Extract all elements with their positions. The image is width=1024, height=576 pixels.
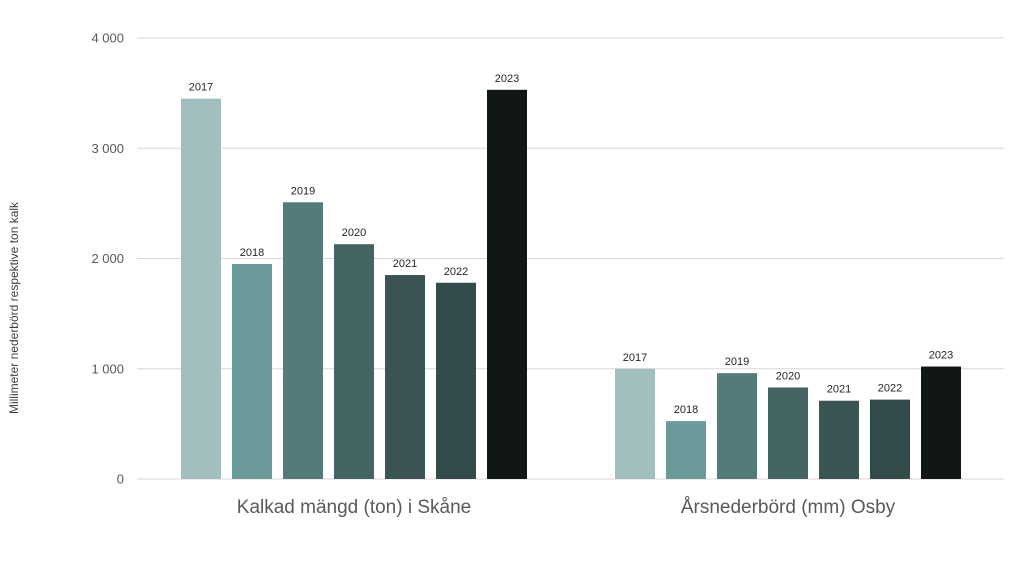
data-label: 2018 [674, 404, 698, 416]
y-tick-label: 0 [117, 472, 124, 487]
y-axis-tick-labels: 0 1 000 2 000 3 000 4 000 [91, 31, 124, 487]
category-label: Kalkad mängd (ton) i Skåne [237, 497, 471, 518]
data-label: 2023 [929, 350, 953, 362]
data-label: 2017 [189, 82, 213, 94]
bar [385, 275, 425, 479]
bar [717, 373, 757, 479]
y-tick-label: 1 000 [91, 361, 124, 376]
category-label: Årsnederbörd (mm) Osby [681, 497, 896, 518]
bar [436, 282, 476, 479]
bar [487, 89, 527, 479]
bar [768, 387, 808, 479]
bar [921, 366, 961, 479]
bar [232, 264, 272, 479]
data-label: 2022 [444, 266, 468, 278]
bar [283, 202, 323, 479]
bar [615, 368, 655, 479]
data-label: 2021 [393, 258, 417, 270]
bar [819, 400, 859, 479]
gridlines [137, 37, 1004, 480]
bar [870, 399, 910, 479]
data-label: 2023 [495, 73, 519, 85]
bar [666, 421, 706, 479]
bars [181, 89, 961, 479]
data-label: 2019 [291, 185, 315, 197]
category-labels: Kalkad mängd (ton) i Skåne Årsnederbörd (… [237, 497, 896, 518]
bar [334, 244, 374, 479]
data-label: 2018 [240, 247, 264, 259]
data-label: 2020 [342, 227, 366, 239]
data-label: 2017 [623, 352, 647, 364]
y-tick-label: 4 000 [91, 31, 124, 46]
data-label: 2019 [725, 356, 749, 368]
data-label: 2022 [878, 383, 902, 395]
data-labels: 2017 2018 2019 2020 2021 2022 2023 2017 2018 2019… [189, 73, 953, 416]
y-tick-label: 3 000 [91, 141, 124, 156]
y-axis-title: Millimeter nederbörd respektive ton kalk [7, 201, 21, 414]
data-label: 2020 [776, 370, 800, 382]
y-tick-label: 2 000 [91, 251, 124, 266]
data-label: 2021 [827, 384, 851, 396]
bar [181, 98, 221, 479]
